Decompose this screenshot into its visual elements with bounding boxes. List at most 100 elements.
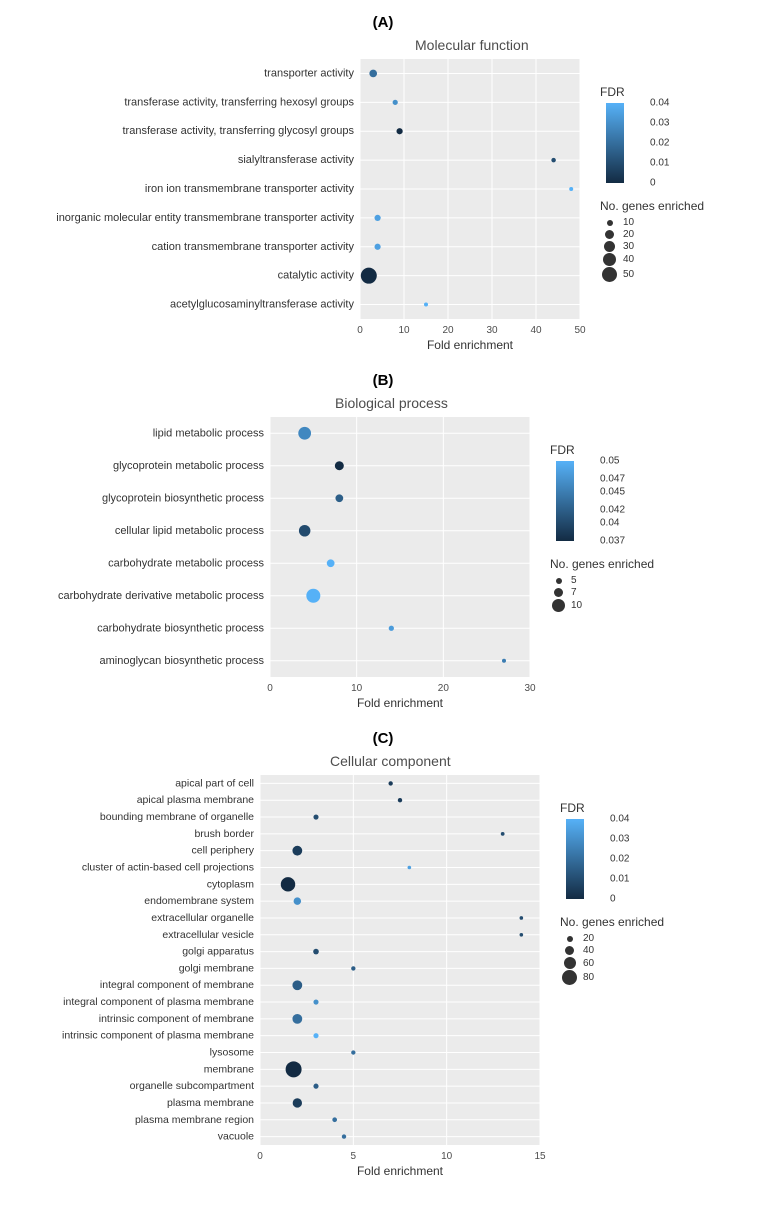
chart-svg: 0102030Fold enrichmentlipid metabolic pr… [20, 391, 540, 717]
size-legend-label: 60 [583, 958, 594, 969]
size-legend-item: 60 [560, 957, 664, 969]
size-legend-label: 20 [583, 933, 594, 944]
data-point [351, 966, 355, 970]
size-legend-item: 20 [560, 933, 664, 944]
data-point [293, 1098, 302, 1107]
fdr-legend: FDR0.050.0470.0450.0420.040.037 [550, 433, 654, 541]
data-point [294, 897, 301, 904]
fdr-colorbar [556, 461, 574, 541]
fdr-tick-label: 0.03 [610, 834, 629, 845]
chart-block: Biological process0102030Fold enrichment… [20, 391, 746, 722]
data-point [374, 244, 380, 250]
category-label: endomembrane system [144, 895, 254, 907]
category-label: integral component of plasma membrane [63, 996, 254, 1008]
x-tick-label: 20 [438, 683, 450, 694]
chart-svg: 01020304050Fold enrichmenttransporter ac… [20, 33, 590, 359]
category-label: cytoplasm [207, 878, 255, 890]
fdr-tick-label: 0 [610, 894, 616, 905]
category-label: vacuole [218, 1131, 254, 1143]
plot-background [260, 775, 540, 1145]
category-label: bounding membrane of organelle [100, 811, 254, 823]
size-legend-title: No. genes enriched [600, 199, 704, 213]
size-legend-item: 40 [560, 945, 664, 956]
fdr-tick-label: 0.01 [610, 874, 629, 885]
category-label: aminoglycan biosynthetic process [100, 655, 265, 667]
data-point [569, 187, 573, 191]
fdr-tick-label: 0.05 [600, 456, 619, 467]
size-legend-item: 10 [550, 599, 654, 612]
size-legend-item: 30 [600, 241, 704, 252]
fdr-legend: FDR0.040.030.020.010 [600, 75, 704, 183]
x-tick-label: 0 [357, 325, 363, 336]
fdr-tick-label: 0.037 [600, 536, 625, 547]
size-legend-dot [556, 578, 562, 584]
fdr-tick-label: 0.02 [610, 854, 629, 865]
category-label: extracellular vesicle [162, 929, 254, 941]
size-legend-item: 7 [550, 587, 654, 598]
fdr-tick-label: 0.047 [600, 474, 625, 485]
fdr-tick-label: 0.04 [600, 517, 619, 528]
size-legend-item: 80 [560, 970, 664, 985]
fdr-colorbar [606, 103, 624, 183]
category-label: cellular lipid metabolic process [115, 525, 265, 537]
data-point [374, 215, 380, 221]
category-label: cation transmembrane transporter activit… [152, 241, 355, 253]
size-legend-label: 10 [623, 217, 634, 228]
x-tick-label: 15 [534, 1151, 546, 1162]
data-point [396, 128, 402, 134]
size-legend-dot [564, 957, 576, 969]
size-legend-label: 40 [583, 945, 594, 956]
category-label: golgi membrane [179, 962, 254, 974]
chart-svg: 051015Fold enrichmentapical part of cell… [20, 749, 550, 1185]
fdr-tick-label: 0.042 [600, 505, 625, 516]
category-label: carbohydrate derivative metabolic proces… [58, 590, 265, 602]
size-legend-dot [605, 230, 614, 239]
data-point [551, 158, 555, 162]
fdr-tick-label: 0.045 [600, 486, 625, 497]
chart-title: Cellular component [330, 753, 451, 769]
category-label: cell periphery [192, 845, 255, 857]
fdr-colorbar [566, 819, 584, 899]
size-legend-dot [603, 253, 616, 266]
data-point [299, 525, 311, 537]
data-point [313, 999, 318, 1004]
size-legend-title: No. genes enriched [560, 915, 664, 929]
size-legend-item: 50 [600, 267, 704, 282]
data-point [298, 427, 311, 440]
category-label: cluster of actin-based cell projections [82, 862, 254, 874]
size-legend-dot [562, 970, 577, 985]
size-legend-dot [602, 267, 617, 282]
size-legend-dot [554, 588, 563, 597]
x-tick-label: 50 [574, 325, 586, 336]
chart-title: Biological process [335, 395, 448, 411]
fdr-tick-label: 0.03 [650, 118, 669, 129]
category-label: plasma membrane region [135, 1114, 254, 1126]
panel-letter: (A) [20, 14, 746, 31]
fdr-tick-label: 0 [650, 178, 656, 189]
data-point [313, 814, 318, 819]
category-label: organelle subcompartment [130, 1080, 254, 1092]
category-label: lysosome [210, 1047, 255, 1059]
x-tick-label: 5 [351, 1151, 357, 1162]
x-tick-label: 30 [486, 325, 498, 336]
data-point [313, 1033, 318, 1038]
data-point [292, 846, 302, 856]
category-label: apical plasma membrane [137, 794, 254, 806]
data-point [361, 268, 377, 284]
data-point [393, 100, 398, 105]
size-legend-label: 20 [623, 229, 634, 240]
x-tick-label: 10 [398, 325, 410, 336]
category-label: transporter activity [264, 67, 354, 79]
x-tick-label: 40 [530, 325, 542, 336]
category-label: inorganic molecular entity transmembrane… [56, 212, 354, 224]
size-legend-dot [607, 220, 613, 226]
size-legend-label: 50 [623, 269, 634, 280]
size-legend-dot [552, 599, 565, 612]
panel-letter: (C) [20, 730, 746, 747]
x-tick-label: 0 [267, 683, 273, 694]
x-axis-label: Fold enrichment [427, 338, 514, 352]
legend-column: FDR0.050.0470.0450.0420.040.037No. genes… [550, 427, 654, 613]
category-label: acetylglucosaminyltransferase activity [170, 299, 355, 311]
data-point [408, 866, 412, 870]
data-point [313, 1084, 318, 1089]
